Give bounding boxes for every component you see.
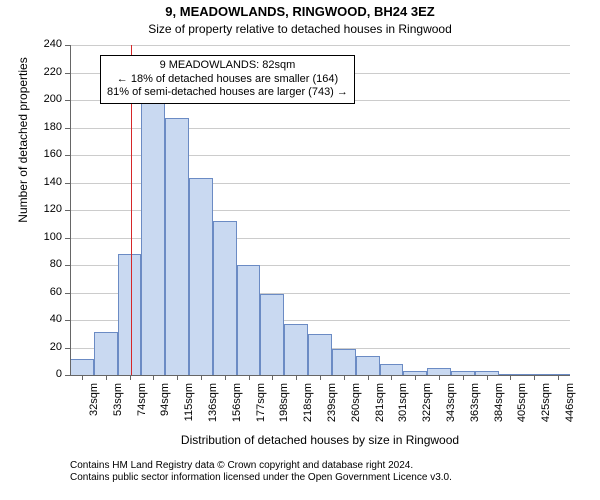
x-tick [225,375,226,380]
footer-line2: Contains public sector information licen… [70,472,452,484]
histogram-bar [284,324,308,375]
y-tick-label: 0 [0,368,62,380]
x-tick [534,375,535,380]
histogram-bar [260,294,284,375]
histogram-bar [332,349,356,375]
gridline [70,45,570,46]
x-tick [463,375,464,380]
y-tick-label: 200 [0,93,62,105]
annotation-line: 9 MEADOWLANDS: 82sqm [107,59,348,73]
chart-subtitle: Size of property relative to detached ho… [0,22,600,36]
x-tick [201,375,202,380]
x-tick [249,375,250,380]
y-tick-label: 180 [0,121,62,133]
histogram-bar [70,359,94,376]
x-tick [415,375,416,380]
x-tick [368,375,369,380]
annotation-line: 81% of semi-detached houses are larger (… [107,86,348,100]
histogram-bar [94,332,118,375]
histogram-bar [356,356,380,375]
x-tick [510,375,511,380]
chart-title: 9, MEADOWLANDS, RINGWOOD, BH24 3EZ [0,4,600,19]
x-tick [558,375,559,380]
x-tick [130,375,131,380]
annotation-line: ← 18% of detached houses are smaller (16… [107,73,348,87]
y-axis-title: Number of detached properties [16,0,30,305]
histogram-bar [213,221,237,375]
x-tick [439,375,440,380]
x-tick [320,375,321,380]
x-axis-title: Distribution of detached houses by size … [70,433,570,447]
x-tick [296,375,297,380]
histogram-bar [308,334,332,375]
histogram-bar [237,265,261,375]
y-tick-label: 20 [0,341,62,353]
x-tick [82,375,83,380]
x-tick [487,375,488,380]
histogram-bar [427,368,451,375]
y-tick-label: 160 [0,148,62,160]
plot-area: 9 MEADOWLANDS: 82sqm← 18% of detached ho… [70,45,570,375]
y-tick-label: 80 [0,258,62,270]
x-tick [344,375,345,380]
x-tick [153,375,154,380]
y-tick-label: 240 [0,38,62,50]
x-tick [106,375,107,380]
y-tick-label: 120 [0,203,62,215]
histogram-bar [141,93,165,375]
x-tick [177,375,178,380]
histogram-bar [380,364,404,375]
x-tick [272,375,273,380]
x-tick [391,375,392,380]
footer-line1: Contains HM Land Registry data © Crown c… [70,460,452,472]
y-tick-label: 100 [0,231,62,243]
y-tick-label: 60 [0,286,62,298]
histogram-bar [165,118,189,375]
annotation-box: 9 MEADOWLANDS: 82sqm← 18% of detached ho… [100,55,355,104]
y-tick-label: 140 [0,176,62,188]
y-axis-line [70,45,71,375]
footer-attribution: Contains HM Land Registry data © Crown c… [70,460,452,484]
histogram-bar [118,254,142,375]
y-tick-label: 40 [0,313,62,325]
histogram-bar [189,178,213,375]
y-tick-label: 220 [0,66,62,78]
